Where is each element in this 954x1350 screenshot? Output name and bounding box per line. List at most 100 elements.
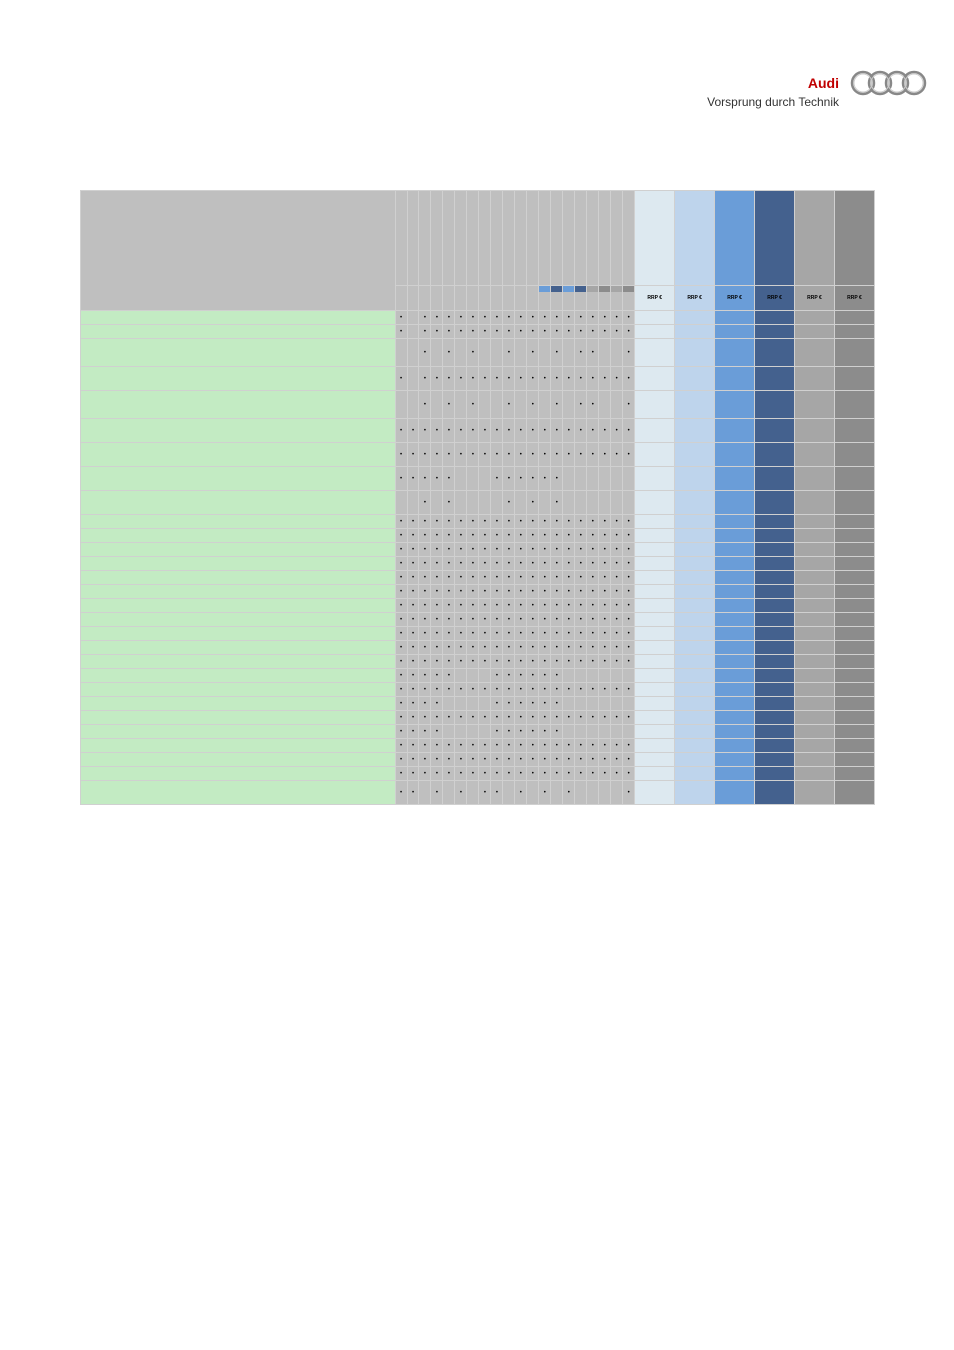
data-cell: • bbox=[539, 529, 551, 543]
table-row: ••••• bbox=[81, 491, 875, 515]
data-cell: • bbox=[587, 557, 599, 571]
data-cell bbox=[623, 725, 635, 739]
data-cell: • bbox=[527, 419, 539, 443]
price-cell bbox=[755, 627, 795, 641]
price-header bbox=[834, 191, 874, 286]
price-cell bbox=[635, 515, 675, 529]
data-cell: • bbox=[467, 683, 479, 697]
price-cell bbox=[675, 515, 715, 529]
table-row: ••••••••••••••••••• bbox=[81, 325, 875, 339]
data-cell: • bbox=[515, 599, 527, 613]
data-cell: • bbox=[443, 613, 455, 627]
data-cell: • bbox=[503, 557, 515, 571]
row-description bbox=[81, 613, 396, 627]
price-cell bbox=[834, 725, 874, 739]
data-cell: • bbox=[503, 697, 515, 711]
data-cell: • bbox=[575, 339, 587, 367]
data-cell: • bbox=[431, 571, 443, 585]
data-cell: • bbox=[503, 655, 515, 669]
price-cell bbox=[675, 599, 715, 613]
header-col bbox=[431, 191, 443, 286]
data-cell: • bbox=[515, 613, 527, 627]
price-cell bbox=[834, 627, 874, 641]
data-cell: • bbox=[395, 725, 407, 739]
data-cell: • bbox=[419, 627, 431, 641]
data-cell: • bbox=[443, 683, 455, 697]
data-cell: • bbox=[503, 529, 515, 543]
data-cell: • bbox=[515, 543, 527, 557]
data-cell bbox=[599, 781, 611, 805]
data-cell: • bbox=[575, 515, 587, 529]
data-cell: • bbox=[611, 529, 623, 543]
price-cell bbox=[635, 571, 675, 585]
data-cell bbox=[455, 725, 467, 739]
price-cell bbox=[795, 367, 835, 391]
data-cell: • bbox=[563, 767, 575, 781]
data-cell: • bbox=[515, 325, 527, 339]
data-cell: • bbox=[419, 613, 431, 627]
data-cell: • bbox=[539, 711, 551, 725]
data-cell: • bbox=[431, 515, 443, 529]
price-cell bbox=[795, 585, 835, 599]
data-cell: • bbox=[419, 683, 431, 697]
data-cell: • bbox=[623, 443, 635, 467]
data-cell: • bbox=[587, 571, 599, 585]
data-cell: • bbox=[467, 613, 479, 627]
data-cell: • bbox=[575, 443, 587, 467]
data-cell: • bbox=[503, 599, 515, 613]
price-cell bbox=[755, 767, 795, 781]
data-cell: • bbox=[539, 655, 551, 669]
data-cell: • bbox=[407, 767, 419, 781]
price-cell bbox=[675, 339, 715, 367]
data-cell: • bbox=[407, 557, 419, 571]
data-cell: • bbox=[587, 641, 599, 655]
data-cell: • bbox=[443, 391, 455, 419]
data-cell bbox=[599, 467, 611, 491]
data-cell: • bbox=[467, 711, 479, 725]
data-cell: • bbox=[419, 529, 431, 543]
row-description bbox=[81, 557, 396, 571]
data-cell bbox=[599, 391, 611, 419]
data-cell: • bbox=[599, 543, 611, 557]
table-row: •••••••••••••••••••• bbox=[81, 529, 875, 543]
header-col bbox=[527, 191, 539, 286]
price-cell bbox=[755, 467, 795, 491]
data-cell: • bbox=[491, 725, 503, 739]
data-cell: • bbox=[479, 367, 491, 391]
data-cell: • bbox=[563, 325, 575, 339]
table-row: •••••••••••••••••••• bbox=[81, 627, 875, 641]
data-cell: • bbox=[551, 529, 563, 543]
price-cell bbox=[795, 725, 835, 739]
price-cell bbox=[715, 571, 755, 585]
data-cell: • bbox=[407, 655, 419, 669]
data-cell: • bbox=[491, 739, 503, 753]
data-cell: • bbox=[491, 781, 503, 805]
data-cell: • bbox=[503, 543, 515, 557]
sub-col bbox=[527, 286, 539, 311]
row-description bbox=[81, 725, 396, 739]
price-cell bbox=[795, 557, 835, 571]
price-cell bbox=[834, 543, 874, 557]
data-cell: • bbox=[431, 711, 443, 725]
data-cell: • bbox=[551, 339, 563, 367]
data-cell bbox=[455, 669, 467, 683]
row-description bbox=[81, 325, 396, 339]
data-cell bbox=[431, 339, 443, 367]
data-cell: • bbox=[395, 585, 407, 599]
table-row: •••••••••••••••••••• bbox=[81, 641, 875, 655]
price-header bbox=[755, 191, 795, 286]
data-cell: • bbox=[611, 767, 623, 781]
data-cell: • bbox=[491, 585, 503, 599]
data-cell: • bbox=[563, 613, 575, 627]
price-cell bbox=[834, 339, 874, 367]
header-col bbox=[515, 191, 527, 286]
price-cell bbox=[834, 515, 874, 529]
price-cell bbox=[834, 655, 874, 669]
data-cell: • bbox=[491, 753, 503, 767]
price-cell bbox=[834, 367, 874, 391]
data-cell: • bbox=[419, 725, 431, 739]
data-cell: • bbox=[575, 599, 587, 613]
data-cell: • bbox=[515, 767, 527, 781]
price-cell bbox=[675, 529, 715, 543]
data-cell: • bbox=[623, 367, 635, 391]
